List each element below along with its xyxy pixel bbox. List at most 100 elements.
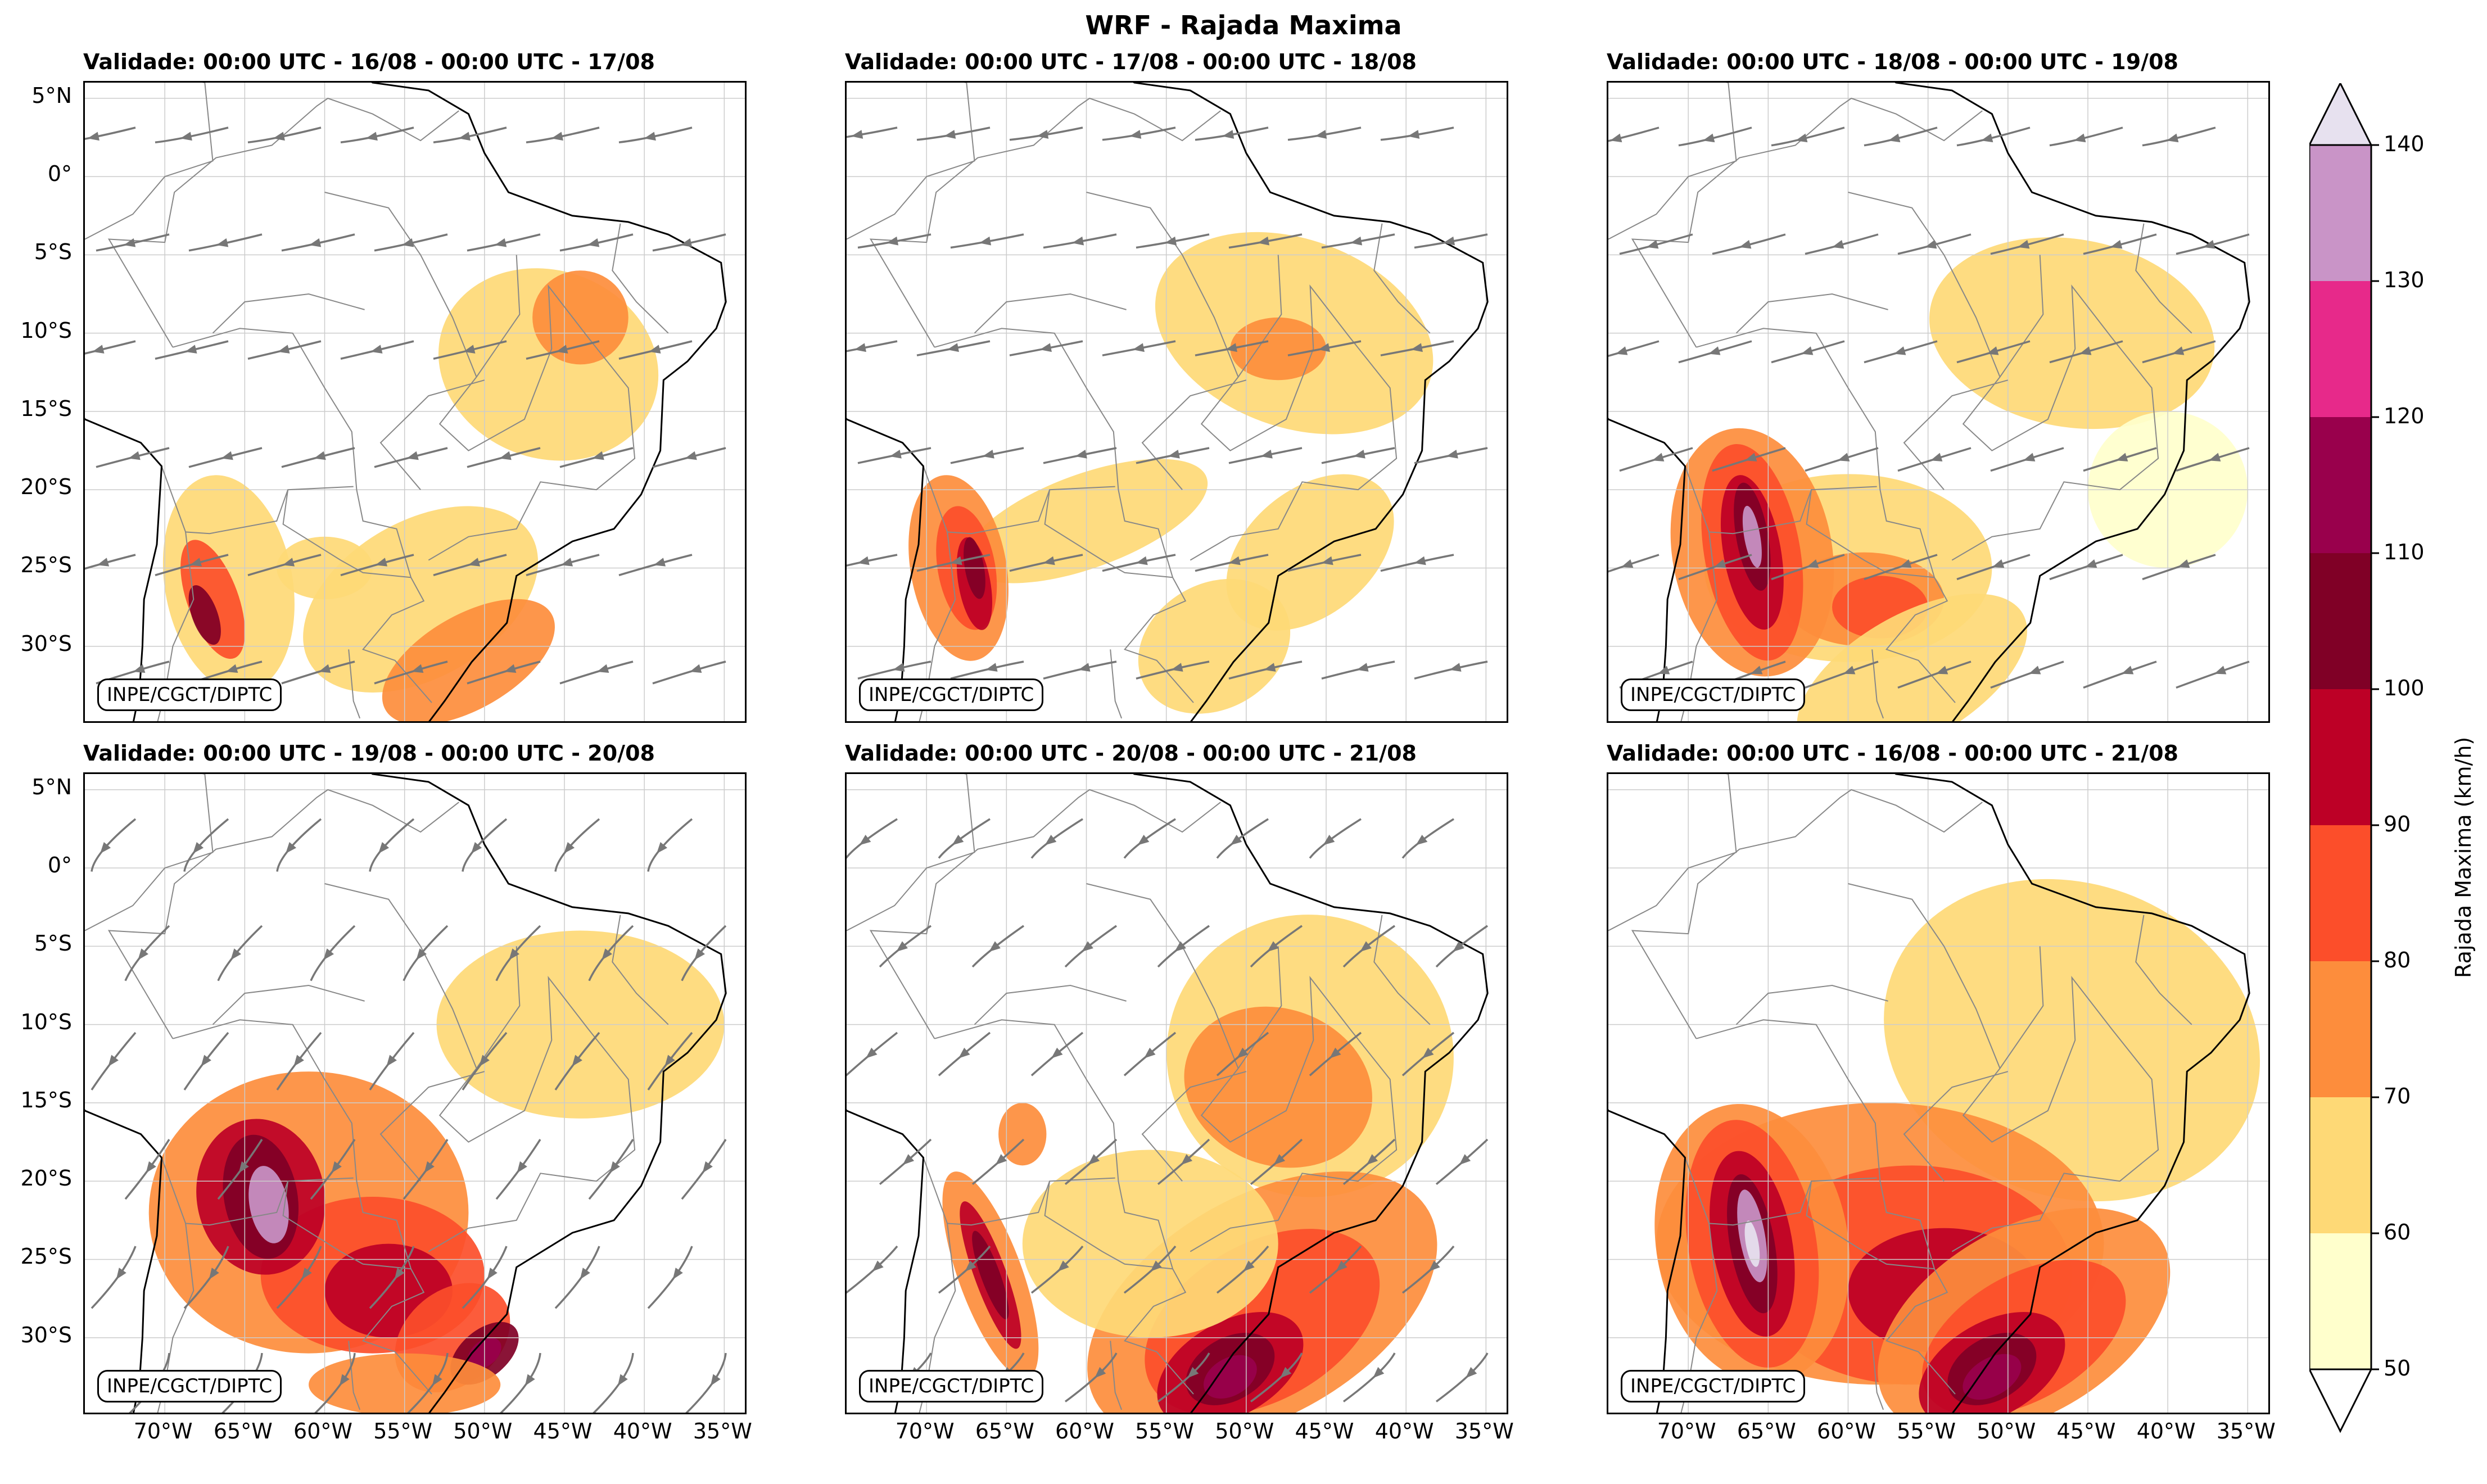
panel-title: Validade: 00:00 UTC - 18/08 - 00:00 UTC …	[1607, 49, 2178, 74]
gust-intensity-layer	[1652, 216, 2248, 723]
credit-label: INPE/CGCT/DIPTC	[1621, 678, 1805, 711]
map-frame: INPE/CGCT/DIPTC	[1607, 772, 2270, 1414]
map-panel-4: Validade: 00:00 UTC - 19/08 - 00:00 UTC …	[83, 741, 747, 1414]
credit-label: INPE/CGCT/DIPTC	[859, 678, 1043, 711]
colorbar-bin	[2309, 281, 2371, 417]
lon-tick-label: 60°W	[278, 1419, 368, 1444]
credit-label: INPE/CGCT/DIPTC	[1621, 1370, 1805, 1402]
gust-intensity-layer	[1633, 827, 2270, 1414]
map-frame: INPE/CGCT/DIPTC	[845, 772, 1508, 1414]
colorbar-tick-label: 70	[2384, 1084, 2411, 1109]
lon-tick-label: 45°W	[1279, 1419, 1369, 1444]
colorbar-bin	[2309, 689, 2371, 825]
lon-tick-label: 40°W	[598, 1419, 688, 1444]
colorbar-tick-label: 80	[2384, 948, 2411, 972]
lat-tick-label: 5°S	[0, 239, 72, 264]
colorbar-bin	[2309, 825, 2371, 961]
colorbar-bin	[2309, 1097, 2371, 1233]
panel-title: Validade: 00:00 UTC - 20/08 - 00:00 UTC …	[845, 741, 1417, 766]
lon-tick-label: 55°W	[358, 1419, 448, 1444]
map-panel-5: Validade: 00:00 UTC - 20/08 - 00:00 UTC …	[845, 741, 1508, 1414]
credit-label: INPE/CGCT/DIPTC	[97, 678, 282, 711]
lon-tick-label: 70°W	[1642, 1419, 1731, 1444]
map-graphic	[1608, 774, 2270, 1414]
colorbar-bin	[2309, 145, 2371, 281]
lon-tick-label: 40°W	[2121, 1419, 2211, 1444]
lat-tick-label: 0°	[0, 161, 72, 186]
lat-tick-label: 20°S	[0, 474, 72, 499]
lon-tick-label: 50°W	[1961, 1419, 2051, 1444]
lon-tick-label: 35°W	[1439, 1419, 1529, 1444]
figure-title: WRF - Rajada Maxima	[0, 10, 2487, 40]
map-panel-3: Validade: 00:00 UTC - 18/08 - 00:00 UTC …	[1607, 49, 2270, 723]
map-graphic	[1608, 83, 2270, 723]
lat-tick-label: 10°S	[0, 318, 72, 343]
lon-tick-label: 55°W	[1120, 1419, 1210, 1444]
colorbar-tick-label: 90	[2384, 812, 2411, 836]
lon-tick-label: 70°W	[118, 1419, 208, 1444]
map-frame: INPE/CGCT/DIPTC	[845, 81, 1508, 723]
panel-title: Validade: 00:00 UTC - 16/08 - 00:00 UTC …	[1607, 741, 2178, 766]
colorbar-extend-min	[2309, 1369, 2371, 1431]
lon-tick-label: 35°W	[2201, 1419, 2291, 1444]
lon-tick-label: 45°W	[2041, 1419, 2131, 1444]
colorbar-tick-label: 120	[2384, 404, 2425, 428]
gust-intensity-layer	[147, 238, 686, 723]
lat-tick-label: 25°S	[0, 1244, 72, 1269]
colorbar-extend-max	[2309, 83, 2371, 145]
panel-title: Validade: 00:00 UTC - 17/08 - 00:00 UTC …	[845, 49, 1417, 74]
lon-tick-label: 55°W	[1882, 1419, 1971, 1444]
lon-tick-label: 65°W	[960, 1419, 1050, 1444]
lat-tick-label: 5°N	[0, 775, 72, 799]
gust-area	[532, 270, 628, 364]
colorbar-bin	[2309, 1233, 2371, 1369]
colorbar-tick-label: 140	[2384, 132, 2425, 156]
lon-tick-label: 50°W	[438, 1419, 528, 1444]
lat-tick-label: 25°S	[0, 553, 72, 577]
lon-tick-label: 65°W	[198, 1419, 288, 1444]
colorbar-graphic	[2309, 83, 2382, 1433]
map-panel-6: Validade: 00:00 UTC - 16/08 - 00:00 UTC …	[1607, 741, 2270, 1414]
map-panel-1: Validade: 00:00 UTC - 16/08 - 00:00 UTC …	[83, 49, 747, 723]
lat-tick-label: 15°S	[0, 1088, 72, 1112]
lon-tick-label: 50°W	[1200, 1419, 1290, 1444]
map-graphic	[85, 83, 747, 723]
lat-tick-label: 5°N	[0, 83, 72, 108]
colorbar-bin	[2309, 961, 2371, 1097]
lat-tick-label: 30°S	[0, 631, 72, 656]
colorbar-bin	[2309, 417, 2371, 553]
colorbar-bin	[2309, 553, 2371, 689]
map-frame: INPE/CGCT/DIPTC	[1607, 81, 2270, 723]
colorbar-tick-label: 60	[2384, 1220, 2411, 1245]
lon-tick-label: 70°W	[880, 1419, 970, 1444]
lat-tick-label: 20°S	[0, 1166, 72, 1191]
map-graphic	[847, 83, 1508, 723]
colorbar	[2309, 83, 2382, 1433]
credit-label: INPE/CGCT/DIPTC	[859, 1370, 1043, 1402]
lat-tick-label: 5°S	[0, 931, 72, 956]
map-graphic	[847, 774, 1508, 1414]
lat-tick-label: 0°	[0, 853, 72, 877]
colorbar-tick-label: 50	[2384, 1356, 2411, 1381]
lon-tick-label: 60°W	[1802, 1419, 1892, 1444]
colorbar-tick-label: 130	[2384, 268, 2425, 292]
panel-title: Validade: 00:00 UTC - 16/08 - 00:00 UTC …	[83, 49, 655, 74]
lat-tick-label: 15°S	[0, 396, 72, 421]
gust-intensity-layer	[923, 874, 1494, 1414]
colorbar-label: Rajada Maxima (km/h)	[2451, 737, 2476, 978]
lon-tick-label: 60°W	[1040, 1419, 1130, 1444]
lon-tick-label: 45°W	[518, 1419, 608, 1444]
map-frame: INPE/CGCT/DIPTC	[83, 772, 747, 1414]
lon-tick-label: 65°W	[1721, 1419, 1811, 1444]
map-panel-2: Validade: 00:00 UTC - 17/08 - 00:00 UTC …	[845, 49, 1508, 723]
credit-label: INPE/CGCT/DIPTC	[97, 1370, 282, 1402]
lat-tick-label: 10°S	[0, 1010, 72, 1034]
gust-intensity-layer	[895, 196, 1462, 723]
map-graphic	[85, 774, 747, 1414]
lon-tick-label: 35°W	[677, 1419, 767, 1444]
panel-title: Validade: 00:00 UTC - 19/08 - 00:00 UTC …	[83, 741, 655, 766]
colorbar-tick-label: 100	[2384, 676, 2425, 700]
lon-tick-label: 40°W	[1359, 1419, 1449, 1444]
colorbar-tick-label: 110	[2384, 540, 2425, 564]
lat-tick-label: 30°S	[0, 1323, 72, 1347]
